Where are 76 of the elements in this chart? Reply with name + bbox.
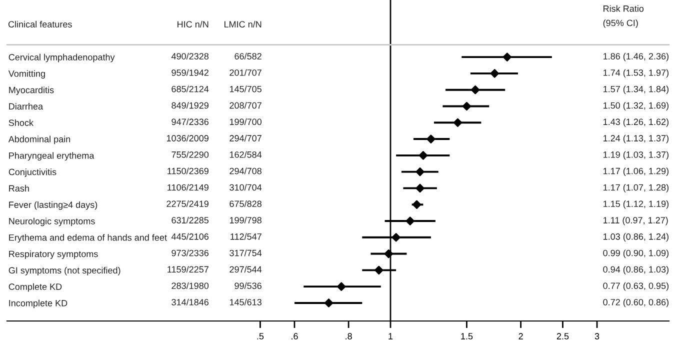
annotation: 1.17 (1.06, 1.29) <box>603 168 668 176</box>
annotation: 0.94 (0.86, 1.03) <box>603 266 668 274</box>
y-tick-label: GI symptoms (not specified) <box>8 266 120 276</box>
text: LMIC n/N <box>224 20 262 28</box>
annotation: 1106/2149 <box>168 184 208 191</box>
y-tick-label: Diarrhea <box>9 102 44 110</box>
annotation: 199/700 <box>230 118 262 126</box>
y-tick-label: Pharyngeal erythema <box>9 152 94 161</box>
y-tick-label: Shock <box>8 119 34 126</box>
x-tick-label: 1 <box>388 333 393 340</box>
y-tick-label: Respiratory symptoms <box>9 250 98 259</box>
x-tick-label: 3 <box>594 333 600 340</box>
y-tick-label: Conjuctivitis <box>8 168 56 177</box>
y-tick-label: Complete KD <box>8 283 62 292</box>
annotation: 145/705 <box>230 86 262 92</box>
annotation: 145/613 <box>230 298 262 306</box>
annotation: 2275/2419 <box>166 200 208 208</box>
annotation: 297/544 <box>230 266 262 273</box>
annotation: 445/2106 <box>171 233 209 240</box>
annotation: 162/584 <box>230 151 262 158</box>
annotation: 199/798 <box>230 216 262 224</box>
annotation: 755/2290 <box>172 151 209 158</box>
y-tick-label: Rash <box>9 184 29 192</box>
annotation: 1.24 (1.13, 1.37) <box>603 134 668 144</box>
x-tick-label: .5 <box>257 333 264 340</box>
annotation: 973/2336 <box>172 250 209 256</box>
annotation: 208/707 <box>230 102 262 109</box>
annotation: 1.15 (1.12, 1.19) <box>603 200 668 209</box>
annotation: 490/2328 <box>171 52 209 60</box>
annotation: 1.43 (1.26, 1.62) <box>603 118 668 127</box>
x-tick-label: .8 <box>346 333 352 340</box>
annotation: 1159/2257 <box>168 266 208 273</box>
annotation: 0.99 (0.90, 1.09) <box>603 250 668 258</box>
annotation: 1.03 (0.86, 1.24) <box>603 233 668 242</box>
annotation: 849/1929 <box>172 102 208 109</box>
text: HIC n/N <box>178 20 208 28</box>
annotation: 1036/2009 <box>166 134 208 142</box>
annotation: 1.50 (1.32, 1.69) <box>603 102 668 110</box>
y-tick-label: Incomplete KD <box>9 300 68 308</box>
text: Risk Ratio (95% CI) <box>603 5 644 28</box>
annotation: 201/707 <box>230 69 262 76</box>
annotation: 1.17 (1.07, 1.28) <box>603 184 668 192</box>
annotation: 1.19 (1.03, 1.37) <box>603 151 668 160</box>
annotation: 317/754 <box>230 250 262 256</box>
x-tick-label: .6 <box>292 333 298 340</box>
annotation: 283/1980 <box>172 282 209 289</box>
annotation: 314/1846 <box>172 298 209 306</box>
y-tick-label: Neurologic symptoms <box>9 218 95 226</box>
y-tick-label: Myocarditis <box>9 86 54 95</box>
annotation: 1.11 (0.97, 1.27) <box>603 216 668 226</box>
annotation: 1.86 (1.46, 2.36) <box>603 52 668 62</box>
annotation: 675/828 <box>230 200 262 208</box>
x-tick-label: 2.5 <box>556 333 569 340</box>
annotation: 1.57 (1.34, 1.84) <box>603 86 668 94</box>
annotation: 1.74 (1.53, 1.97) <box>603 69 668 78</box>
annotation: 959/1942 <box>172 69 208 76</box>
annotation: 685/2124 <box>172 86 209 92</box>
y-axis-title: Clinical features <box>8 20 72 28</box>
y-tick-label: Fever (lasting≥4 days) <box>9 201 98 210</box>
annotation: 66/582 <box>234 52 262 60</box>
annotation: 631/2285 <box>172 216 209 224</box>
annotation: 294/707 <box>230 134 262 142</box>
annotation: 0.77 (0.63, 0.95) <box>603 282 668 291</box>
annotation: 947/2336 <box>172 118 209 126</box>
annotation: 1150/2369 <box>168 168 208 174</box>
annotation: 0.72 (0.60, 0.86) <box>603 298 668 308</box>
annotation: 294/708 <box>230 168 262 174</box>
x-tick-label: 2 <box>518 333 523 340</box>
y-tick-label: Erythema and edema of hands and feet <box>9 234 167 243</box>
x-tick-label: 1.5 <box>461 333 473 340</box>
annotation: 112/547 <box>230 233 262 240</box>
y-tick-label: Vomitting <box>8 70 45 79</box>
annotation: 310/704 <box>230 184 262 191</box>
annotation: 99/536 <box>234 282 262 289</box>
y-tick-label: Cervical lymphadenopathy <box>8 54 115 62</box>
y-tick-label: Abdominal pain <box>8 136 70 144</box>
